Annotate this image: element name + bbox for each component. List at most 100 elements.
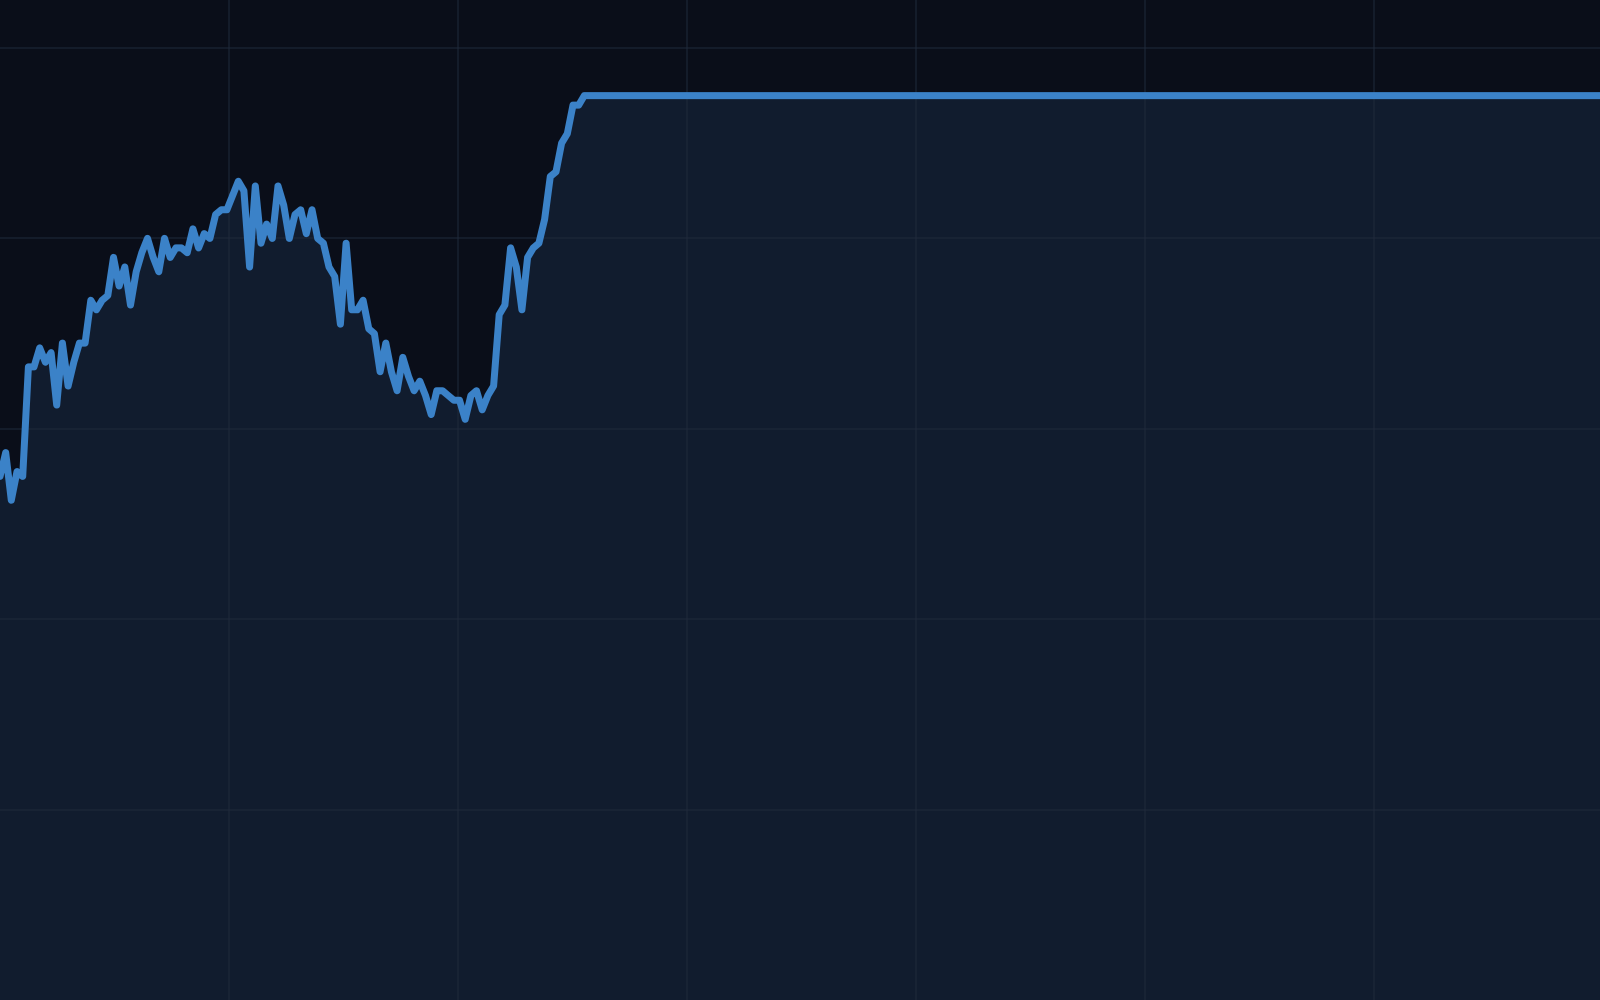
data-point (323, 243, 324, 244)
data-point (272, 238, 273, 239)
data-point (368, 328, 369, 329)
data-point (425, 395, 426, 396)
data-point (556, 171, 557, 172)
data-point (510, 247, 511, 248)
data-point (538, 243, 539, 244)
data-point (85, 343, 86, 344)
data-point (436, 390, 437, 391)
data-point (533, 247, 534, 248)
data-point (476, 390, 477, 391)
data-point (453, 400, 454, 401)
data-point (192, 228, 193, 229)
data-point (357, 309, 358, 310)
data-point (232, 195, 233, 196)
data-point (487, 395, 488, 396)
data-point (124, 267, 125, 268)
data-point (164, 238, 165, 239)
data-point (374, 333, 375, 334)
data-point (317, 238, 318, 239)
data-point (266, 224, 267, 225)
data-point (226, 209, 227, 210)
data-point (17, 471, 18, 472)
data-point (351, 309, 352, 310)
data-point (363, 300, 364, 301)
data-point (516, 267, 517, 268)
data-point (141, 252, 142, 253)
data-point (482, 409, 483, 410)
data-point (39, 347, 40, 348)
data-point (459, 400, 460, 401)
data-point (465, 419, 466, 420)
series-area-fill (0, 95, 1600, 1000)
data-point (215, 214, 216, 215)
data-point (521, 309, 522, 310)
data-point (300, 209, 301, 210)
data-point (295, 214, 296, 215)
data-point (414, 390, 415, 391)
data-point (113, 257, 114, 258)
data-point (567, 133, 568, 134)
data-point (493, 386, 494, 387)
data-point (448, 395, 449, 396)
data-point (391, 371, 392, 372)
data-point (90, 300, 91, 301)
data-point (278, 186, 279, 187)
data-point (289, 238, 290, 239)
data-point (45, 362, 46, 363)
data-point (51, 352, 52, 353)
data-point (147, 238, 148, 239)
data-point (380, 371, 381, 372)
data-point (283, 205, 284, 206)
data-point (578, 105, 579, 106)
data-point (181, 247, 182, 248)
data-point (573, 105, 574, 106)
data-point (402, 357, 403, 358)
data-point (209, 238, 210, 239)
data-point (306, 233, 307, 234)
data-point (408, 376, 409, 377)
data-point (187, 252, 188, 253)
data-point (385, 343, 386, 344)
data-point (153, 257, 154, 258)
data-point (102, 300, 103, 301)
data-point (340, 324, 341, 325)
data-point (198, 247, 199, 248)
data-point (334, 276, 335, 277)
data-point (527, 257, 528, 258)
data-point (255, 186, 256, 187)
data-point (584, 95, 585, 96)
data-point (550, 176, 551, 177)
data-point (5, 452, 6, 453)
data-point (243, 190, 244, 191)
data-point (73, 362, 74, 363)
data-point (470, 395, 471, 396)
data-point (79, 343, 80, 344)
data-point (119, 286, 120, 287)
data-point (544, 219, 545, 220)
data-point (136, 271, 137, 272)
data-point (249, 267, 250, 268)
data-point (261, 243, 262, 244)
data-point (62, 343, 63, 344)
data-point (419, 381, 420, 382)
data-point (34, 366, 35, 367)
data-point (56, 405, 57, 406)
data-point (397, 390, 398, 391)
data-point (221, 209, 222, 210)
data-point (504, 305, 505, 306)
data-point (107, 295, 108, 296)
data-point (442, 390, 443, 391)
data-point (11, 500, 12, 501)
data-point (170, 257, 171, 258)
data-point (561, 143, 562, 144)
series-line (0, 92, 1600, 504)
data-point (158, 271, 159, 272)
data-point (28, 366, 29, 367)
data-point (68, 386, 69, 387)
data-point (346, 243, 347, 244)
data-point (238, 181, 239, 182)
data-point (499, 314, 500, 315)
data-point (329, 267, 330, 268)
